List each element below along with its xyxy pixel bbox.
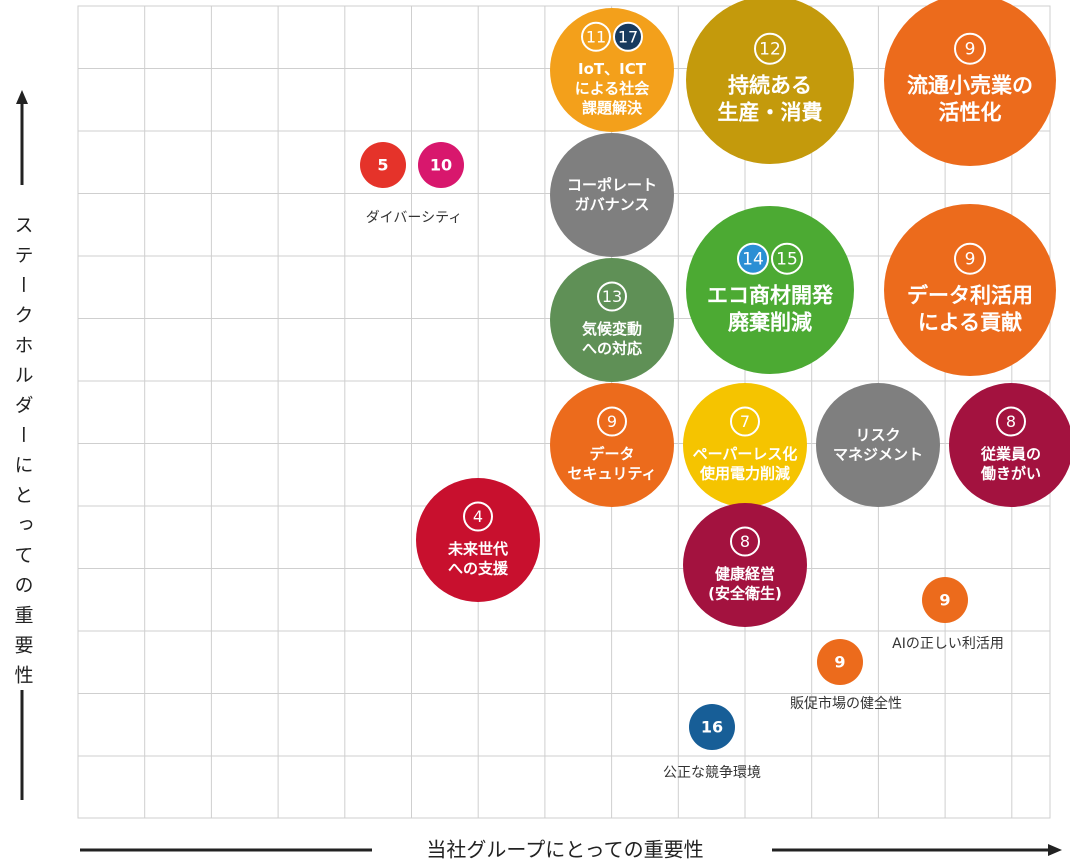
issue-label: 廃棄削減	[728, 311, 812, 335]
sdg-number: 9	[834, 653, 845, 672]
issue-circle	[683, 383, 807, 507]
issue-circle	[884, 0, 1056, 166]
issue-circle	[550, 133, 674, 257]
issue-label: 活性化	[939, 101, 1002, 125]
issue-circle	[686, 206, 854, 374]
sdg-badge	[954, 242, 986, 275]
y-arrow-head	[16, 90, 28, 104]
sdg-badge	[597, 281, 627, 312]
sdg-number: 8	[1006, 412, 1016, 431]
sdg-number: 14	[742, 250, 764, 270]
x-axis-label: 当社グループにとっての重要性	[426, 838, 703, 862]
sdg-badge	[613, 21, 643, 52]
issue-label: への対応	[582, 339, 642, 357]
sdg-number: 7	[740, 412, 750, 431]
sdg-number: 17	[618, 27, 638, 46]
sdg-number: 8	[740, 532, 750, 551]
sdg-number: 15	[776, 250, 798, 270]
issue-circle	[550, 383, 674, 507]
issue-label: 生産・消費	[718, 101, 823, 125]
issue-label: コーポレート	[567, 176, 657, 194]
sdg-number: 4	[473, 507, 483, 526]
sdg-circle	[817, 639, 863, 685]
sdg-circle	[418, 142, 464, 188]
sdg-number: 5	[377, 156, 388, 175]
issue-label: 健康経営	[715, 565, 775, 583]
issue-label: データ利活用	[907, 283, 1033, 307]
sdg-badge	[730, 406, 760, 437]
sdg-badge	[463, 501, 493, 532]
sdg-circle	[922, 577, 968, 623]
issue-label: セキュリティ	[567, 464, 656, 482]
issue-label: 未来世代	[447, 540, 508, 558]
sdg-badge	[581, 21, 611, 52]
issue-label: への支援	[448, 559, 509, 577]
issue-label: 課題解決	[582, 99, 643, 117]
sdg-number: 13	[602, 287, 622, 306]
issue-label: マネジメント	[833, 445, 923, 463]
issue-label: 気候変動	[582, 320, 642, 338]
sdg-badge	[771, 242, 803, 275]
issue-circle	[686, 0, 854, 164]
sdg-badge	[996, 406, 1026, 437]
issue-label: 働きがい	[980, 464, 1041, 482]
issue-label: ガバナンス	[575, 195, 650, 213]
sdg-badge	[954, 32, 986, 65]
x-arrow-head	[1048, 844, 1062, 856]
issue-circle	[884, 204, 1056, 376]
issue-label: ペーパーレス化	[693, 445, 798, 463]
sdg-number: 9	[965, 250, 976, 270]
issue-circle	[949, 383, 1070, 507]
issue-label: (安全衛生)	[708, 584, 782, 602]
issue-circle	[550, 258, 674, 382]
sdg-number: 9	[607, 412, 617, 431]
sdg-badge	[754, 32, 786, 65]
y-axis-label: ステークホルダーにとっての重要性	[12, 215, 34, 695]
issue-circle	[816, 383, 940, 507]
sdg-number: 16	[701, 718, 723, 737]
issue-label: ダイバーシティ	[366, 210, 463, 226]
issue-label: 持続ある	[728, 73, 812, 97]
sdg-circle	[360, 142, 406, 188]
sdg-number: 9	[939, 591, 950, 610]
issue-label: による社会	[575, 80, 650, 98]
issue-label: IoT、ICT	[578, 60, 647, 78]
issue-label: 流通小売業の	[907, 73, 1033, 97]
issue-label: リスク	[855, 426, 900, 444]
issue-label: エコ商材開発	[707, 283, 834, 307]
sdg-number: 10	[430, 156, 452, 175]
sdg-number: 9	[965, 40, 976, 60]
issue-circle	[550, 8, 674, 132]
issue-label: 販促市場の健全性	[790, 695, 902, 712]
sdg-badge	[730, 526, 760, 557]
sdg-badge	[737, 242, 769, 275]
issue-label: 従業員の	[980, 445, 1041, 463]
sdg-circle	[689, 704, 735, 750]
issue-label: AIの正しい利活用	[892, 636, 1004, 652]
sdg-number: 11	[586, 27, 606, 46]
issue-circle	[683, 503, 807, 627]
sdg-number: 12	[759, 40, 781, 60]
issue-label: データ	[589, 445, 634, 463]
issue-label: 使用電力削減	[699, 464, 790, 482]
sdg-badge	[597, 406, 627, 437]
issue-label: による貢献	[918, 311, 1022, 335]
issue-circle	[416, 478, 540, 602]
issue-label: 公正な競争環境	[663, 765, 761, 781]
